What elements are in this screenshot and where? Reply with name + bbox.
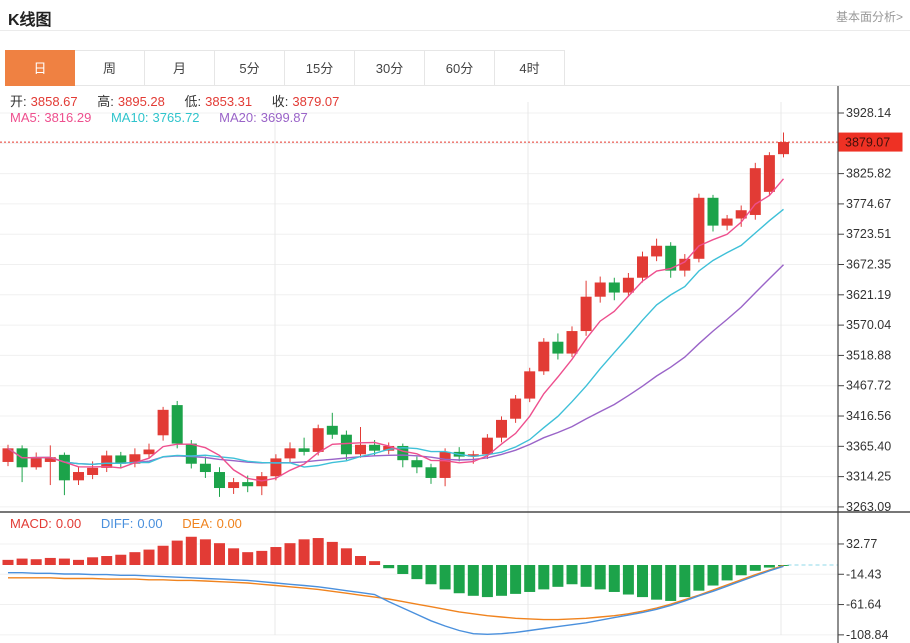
svg-text:3723.51: 3723.51 (846, 227, 891, 241)
close-value: 3879.07 (292, 94, 340, 109)
svg-text:3518.88: 3518.88 (846, 348, 891, 362)
tab-period-1[interactable]: 周 (75, 50, 145, 86)
tab-period-5[interactable]: 30分 (355, 50, 425, 86)
ma-readout: MA5: 3816.29 MA10: 3765.72 MA20: 3699.87 (10, 110, 324, 125)
fundamental-analysis-link[interactable]: 基本面分析> (835, 10, 903, 24)
tab-period-2[interactable]: 月 (145, 50, 215, 86)
diff-label: DIFF: (100, 516, 134, 531)
svg-text:3621.19: 3621.19 (846, 288, 891, 302)
widget-header: K线图 基本面分析> (0, 0, 910, 31)
svg-text:3825.82: 3825.82 (846, 167, 891, 181)
dea-value: 0.00 (216, 516, 242, 531)
ma10-label: MA10: (110, 110, 149, 125)
tab-period-0[interactable]: 日 (5, 50, 75, 86)
tab-period-4[interactable]: 15分 (285, 50, 355, 86)
period-tabbar: 日周月 5分 15分 30分 60分 4时 (5, 50, 910, 86)
kline-chart-canvas[interactable]: 3928.14 3825.82 3774.67 3723.51 3672.35 3621.… (0, 86, 910, 643)
svg-text:3314.25: 3314.25 (846, 470, 891, 484)
svg-text:3263.09: 3263.09 (846, 500, 891, 514)
high-value: 3895.28 (117, 94, 165, 109)
svg-text:3365.40: 3365.40 (846, 439, 891, 453)
diff-value: 0.00 (137, 516, 163, 531)
svg-text:3928.14: 3928.14 (846, 106, 891, 120)
svg-text:-14.43: -14.43 (846, 567, 881, 581)
svg-text:3774.67: 3774.67 (846, 197, 891, 211)
svg-text:-108.84: -108.84 (846, 628, 888, 642)
ma5-value: 3816.29 (44, 110, 92, 125)
open-value: 3858.67 (30, 94, 78, 109)
macd-value: 0.00 (55, 516, 82, 531)
svg-text:3672.35: 3672.35 (846, 258, 891, 272)
high-label: 高: (97, 94, 114, 109)
close-label: 收: (271, 94, 289, 109)
open-label: 开: (10, 94, 27, 109)
dea-label: DEA: (182, 516, 213, 531)
ma20-value: 3699.87 (260, 110, 308, 125)
macd-readout: MACD: 0.00 DIFF: 0.00 DEA: 0.00 (10, 516, 258, 531)
low-label: 低: (184, 94, 202, 109)
low-value: 3853.31 (205, 94, 253, 109)
ma20-label: MA20: (219, 110, 257, 125)
svg-text:3416.56: 3416.56 (846, 409, 891, 423)
tab-period-6[interactable]: 60分 (425, 50, 495, 86)
page-title: K线图 (8, 12, 52, 29)
chart-area: 开: 3858.67 高: 3895.28 低: 3853.31 收: 3879.07 … (0, 86, 910, 643)
macd-label: MACD: (10, 516, 52, 531)
svg-text:32.77: 32.77 (846, 537, 877, 551)
svg-text:-61.64: -61.64 (846, 598, 881, 612)
ma5-label: MA5: (10, 110, 41, 125)
ohlc-readout: 开: 3858.67 高: 3895.28 低: 3853.31 收: 3879.07 (10, 91, 355, 110)
svg-text:3879.07: 3879.07 (845, 136, 890, 150)
svg-text:3467.72: 3467.72 (846, 379, 891, 393)
svg-text:3570.04: 3570.04 (846, 318, 891, 332)
tab-period-7[interactable]: 4时 (495, 50, 565, 86)
ma10-value: 3765.72 (152, 110, 200, 125)
tab-period-3[interactable]: 5分 (215, 50, 285, 86)
